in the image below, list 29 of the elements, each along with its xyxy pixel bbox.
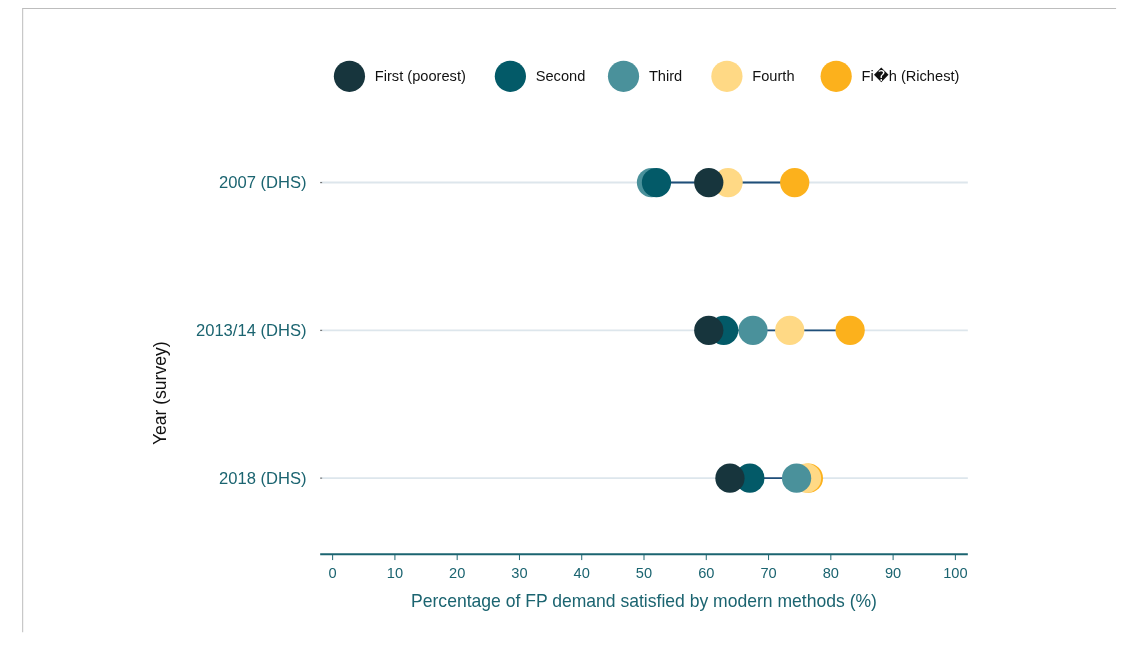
x-tick-label: 10 [386,564,404,581]
x-tick-label: 60 [698,564,715,581]
x-tick-label: 40 [573,564,590,581]
x-tick-label: 30 [511,564,528,581]
x-axis-title: Percentage of FP demand satisfied by modern methods (%) [411,590,877,611]
legend-label: Fi�h (Richest) [861,67,960,85]
point [775,315,805,345]
x-tick-label: 20 [449,564,466,581]
point [781,463,812,493]
x-tick-label: 0 [328,564,337,581]
point [835,315,865,345]
y-tick-label: 2013/14 (DHS) [195,321,307,341]
legend-label: Second [535,68,586,85]
x-tick-label: 70 [760,564,777,581]
legend-label: Third [648,68,683,85]
point [694,315,724,345]
x-tick-label: 50 [635,564,653,581]
x-tick-label: 100 [943,564,968,581]
point [694,167,724,198]
legend-label: Fourth [752,68,795,85]
y-axis-title: Year (survey) [150,341,171,446]
y-tick-label: 2018 (DHS) [218,468,307,488]
legend-label: First (poorest) [374,68,466,85]
point [780,167,810,198]
point [715,463,745,493]
x-tick-label: 90 [884,564,902,581]
y-tick-label: 2007 (DHS) [218,173,307,193]
point [738,315,768,345]
x-tick-label: 80 [822,564,839,581]
